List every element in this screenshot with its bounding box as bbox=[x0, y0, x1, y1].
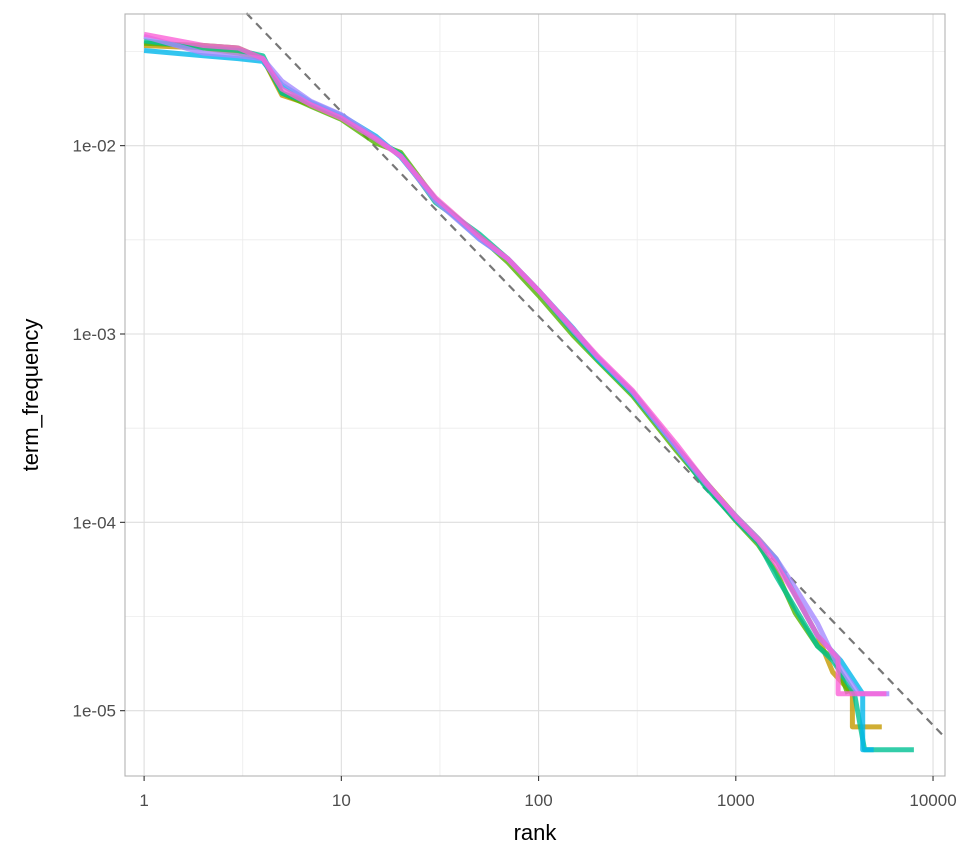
y-tick-label: 1e-02 bbox=[73, 137, 116, 156]
series-line-6 bbox=[143, 31, 887, 697]
series-lines bbox=[143, 31, 914, 753]
x-tick-label: 1000 bbox=[717, 791, 755, 810]
y-tick-label: 1e-04 bbox=[73, 513, 116, 532]
y-tick-label: 1e-05 bbox=[73, 702, 116, 721]
y-tick-label: 1e-03 bbox=[73, 325, 116, 344]
x-tick-label: 100 bbox=[524, 791, 552, 810]
x-axis-title: rank bbox=[514, 820, 558, 845]
grid-lines bbox=[125, 14, 945, 776]
y-axis-title: term_frequency bbox=[18, 319, 43, 472]
x-tick-label: 10 bbox=[332, 791, 351, 810]
x-tick-label: 1 bbox=[139, 791, 148, 810]
panel-border bbox=[124, 13, 946, 777]
x-tick-label: 10000 bbox=[909, 791, 956, 810]
axes: 1 10 100 1000 10000 1e-05 1e-04 1e-03 1e-02 bbox=[73, 137, 957, 810]
